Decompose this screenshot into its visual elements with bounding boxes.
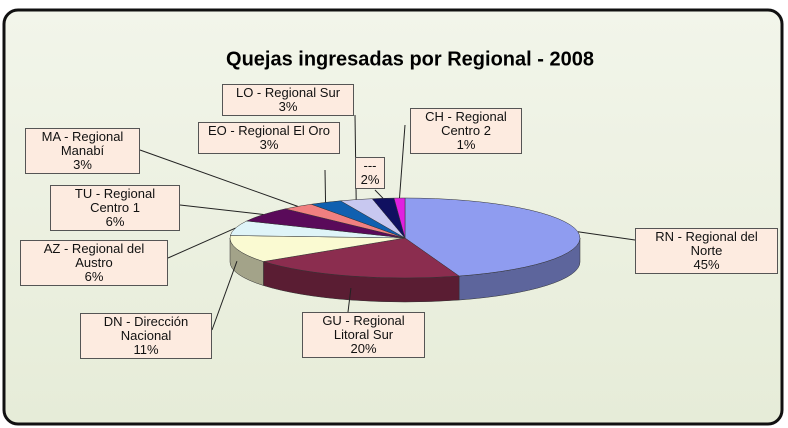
data-label-value: 3% (73, 157, 92, 172)
data-label: TU - Regional Centro 1 6% (50, 185, 180, 231)
data-label-value: 2% (360, 172, 380, 187)
data-label-value: 3% (259, 137, 279, 152)
pie-slice (393, 197, 406, 239)
pie-slice (263, 237, 460, 303)
data-label-value: 1% (456, 137, 476, 152)
data-label-name: CH - Regional Centro 2 (425, 109, 507, 138)
data-label-value: 11% (133, 342, 159, 357)
data-label: GU - Regional Litoral Sur 20% (302, 312, 425, 358)
leader-line (211, 260, 238, 331)
data-label-name: MA - Regional Manabí (41, 129, 124, 158)
data-label: EO - Regional El Oro 3% (198, 122, 340, 154)
data-label: AZ - Regional del Austro 6% (20, 240, 168, 286)
leader-line (139, 149, 298, 207)
leader-line (179, 204, 264, 215)
pie-slice (404, 197, 581, 301)
leader-line (577, 231, 636, 241)
data-label: --- 2% (355, 157, 385, 189)
data-label: DN - Dirección Nacional 11% (80, 313, 212, 359)
data-label-value: 20% (350, 341, 377, 356)
pie-slice-top (404, 197, 581, 277)
data-label: MA - Regional Manabí 3% (25, 128, 140, 174)
leader-line (324, 169, 327, 203)
data-label-value: 3% (278, 99, 298, 114)
data-label-value: 6% (84, 269, 104, 284)
data-label-name: AZ - Regional del Austro (43, 241, 145, 270)
data-label: LO - Regional Sur 3% (222, 84, 354, 116)
data-label-value: 6% (105, 214, 125, 229)
data-label-name: RN - Regional del Norte (655, 229, 758, 258)
pie-slice-top (393, 197, 406, 239)
pie-slice (229, 235, 406, 286)
data-label-name: GU - Regional Litoral Sur (322, 313, 405, 342)
pie-slice-top (263, 237, 460, 279)
data-label-name: EO - Regional El Oro (207, 123, 331, 138)
leader-line (374, 189, 384, 199)
data-label-name: TU - Regional Centro 1 (74, 186, 156, 215)
data-label-name: --- (363, 158, 377, 173)
data-label: CH - Regional Centro 2 1% (410, 108, 522, 154)
leader-line (347, 287, 352, 313)
leader-line (399, 124, 406, 199)
data-label-name: LO - Regional Sur (235, 85, 341, 100)
chart-title: Quejas ingresadas por Regional - 2008 (226, 48, 594, 70)
leader-line (167, 227, 236, 259)
pie-slice-top (229, 235, 406, 262)
data-label-value: 45% (693, 257, 720, 272)
data-label-name: DN - Dirección Nacional (103, 314, 189, 343)
data-label: RN - Regional del Norte 45% (635, 228, 778, 274)
